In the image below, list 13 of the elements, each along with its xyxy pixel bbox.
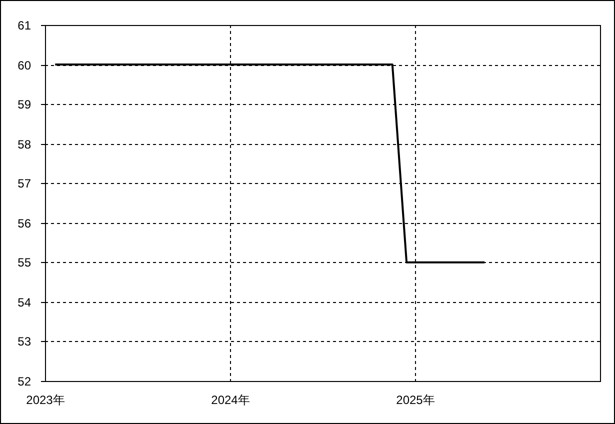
x-tick-label: 2023年 [26,393,65,407]
x-tick-label: 2025年 [396,393,435,407]
y-tick-label: 60 [18,58,32,72]
x-tick-label: 2024年 [211,393,250,407]
y-tick-label: 56 [18,216,32,230]
y-tick-label: 52 [18,374,32,388]
y-tick-label: 54 [18,296,32,310]
y-tick-label: 59 [18,98,32,112]
y-tick-label: 58 [18,138,32,152]
y-tick-label: 53 [18,334,32,348]
y-tick-label: 61 [18,18,32,32]
y-tick-label: 55 [18,256,32,270]
y-tick-label: 57 [18,176,32,190]
